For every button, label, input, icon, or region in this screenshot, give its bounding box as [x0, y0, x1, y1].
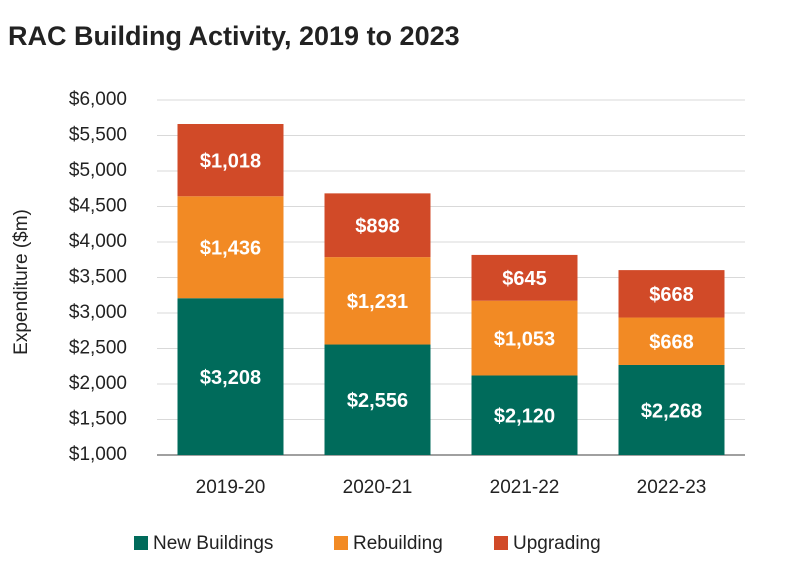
bar-segment: [177, 123, 284, 197]
y-tick-label: $1,500: [69, 409, 127, 430]
bar-segment: [471, 375, 578, 455]
bar-segment: [177, 298, 284, 455]
bar-segment: [177, 196, 284, 299]
data-label: $2,120: [494, 406, 555, 428]
y-tick-label: $4,000: [69, 231, 127, 252]
y-tick-label: $1,000: [69, 444, 127, 465]
data-label: $898: [355, 216, 400, 238]
data-label: $1,231: [347, 291, 408, 313]
legend-swatch: [134, 536, 148, 550]
y-tick-label: $3,500: [69, 267, 127, 288]
bar-segment: [471, 254, 578, 301]
legend-label: Upgrading: [513, 533, 601, 554]
bar-segment: [471, 300, 578, 376]
y-tick-label: $5,500: [69, 125, 127, 146]
data-label: $668: [649, 284, 694, 306]
bar-segment: [324, 193, 431, 258]
y-tick-label: $5,000: [69, 160, 127, 181]
y-tick-label: $6,000: [69, 89, 127, 110]
y-tick-label: $4,500: [69, 196, 127, 217]
data-label: $3,208: [200, 367, 261, 389]
data-label: $668: [649, 332, 694, 354]
data-label: $1,053: [494, 328, 555, 350]
data-label: $645: [502, 268, 547, 290]
bar-segment: [324, 344, 431, 455]
data-label: $1,436: [200, 238, 261, 260]
chart-title: RAC Building Activity, 2019 to 2023: [8, 21, 460, 51]
data-label: $2,556: [347, 390, 408, 412]
data-label: $1,018: [200, 150, 261, 172]
legend-swatch: [494, 536, 508, 550]
legend-label: Rebuilding: [353, 533, 443, 554]
data-label: $2,268: [641, 400, 702, 422]
y-axis-label: Expenditure ($m): [11, 209, 32, 355]
legend-swatch: [334, 536, 348, 550]
y-tick-label: $2,500: [69, 338, 127, 359]
y-tick-label: $3,000: [69, 302, 127, 323]
legend-label: New Buildings: [153, 533, 273, 554]
x-tick-label: 2020-21: [343, 477, 413, 498]
bar-segment: [324, 257, 431, 345]
bar-segment: [618, 364, 725, 455]
x-tick-label: 2019-20: [196, 477, 266, 498]
x-tick-label: 2021-22: [490, 477, 560, 498]
bar-segment: [618, 317, 725, 365]
x-tick-label: 2022-23: [637, 477, 707, 498]
y-tick-label: $2,000: [69, 373, 127, 394]
bar-segment: [618, 270, 725, 318]
